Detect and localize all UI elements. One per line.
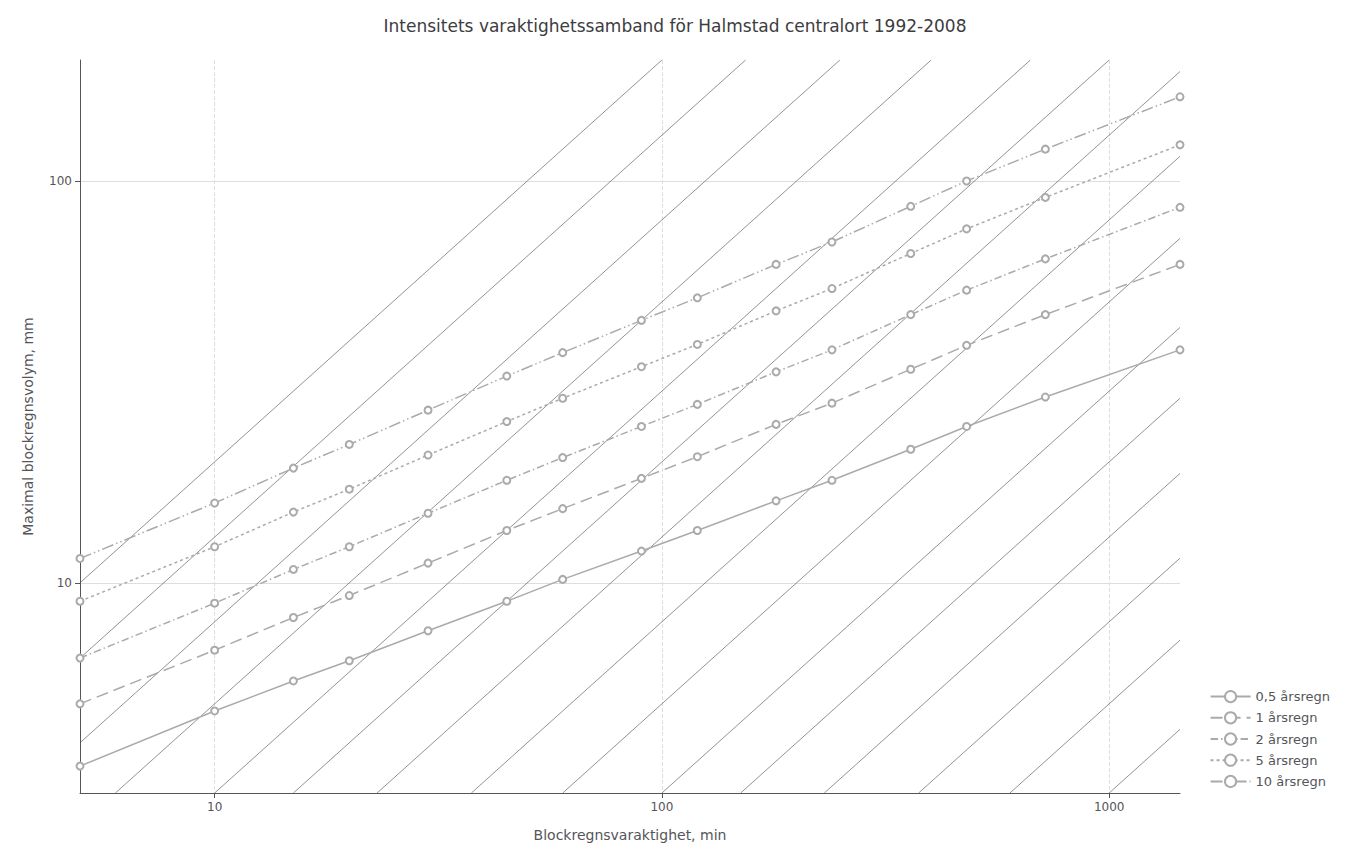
svg-text:0,5 årsregn: 0,5 årsregn [1256,689,1330,704]
svg-text:Blockregnsvaraktighet, min: Blockregnsvaraktighet, min [534,827,727,843]
svg-text:5 årsregn: 5 årsregn [1256,753,1318,768]
svg-text:1000: 1000 [1094,800,1125,814]
svg-text:10: 10 [57,576,72,590]
svg-text:100: 100 [49,174,72,188]
svg-text:2 årsregn: 2 årsregn [1256,732,1318,747]
svg-text:10 årsregn: 10 årsregn [1256,774,1326,789]
svg-text:Maximal blockregnsvolym, mm: Maximal blockregnsvolym, mm [20,317,36,536]
svg-text:Intensitets varaktighetssamban: Intensitets varaktighetssamband för Halm… [384,16,967,36]
svg-text:10: 10 [207,800,222,814]
svg-text:1 årsregn: 1 årsregn [1256,710,1318,725]
svg-text:100: 100 [650,800,673,814]
